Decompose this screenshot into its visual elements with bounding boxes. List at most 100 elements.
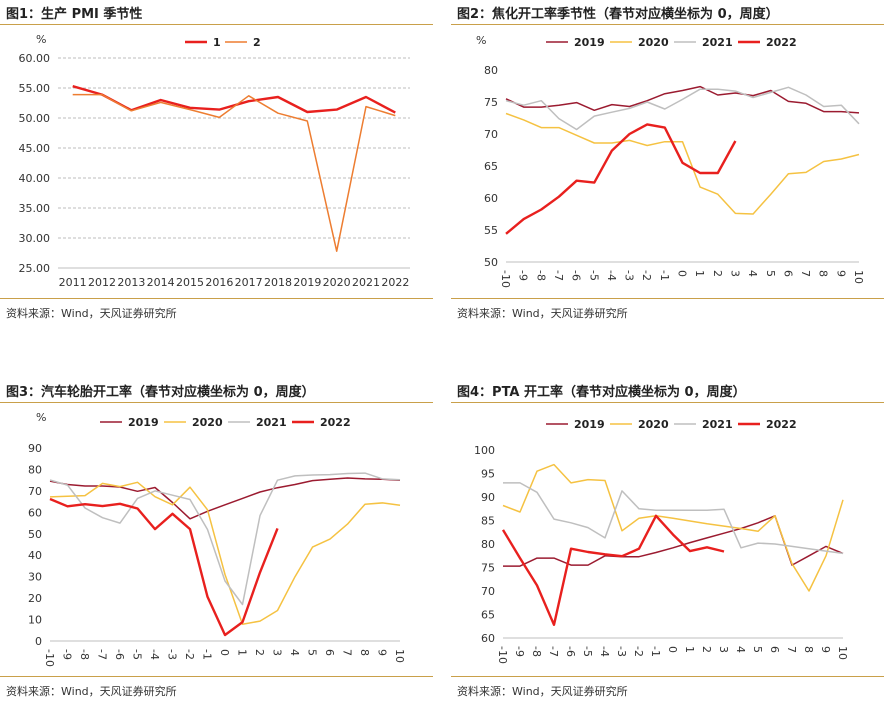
x-tick-label: 2022 xyxy=(381,276,409,289)
legend-label-2022: 2022 xyxy=(766,36,797,49)
y-tick-label: 10 xyxy=(28,614,42,627)
source-rule xyxy=(0,298,433,299)
y-tick-label: 70 xyxy=(481,585,495,598)
y-tick-label: 40.00 xyxy=(19,172,51,185)
x-tick-label: 8 xyxy=(802,646,815,653)
x-tick-label: -4 xyxy=(598,646,611,657)
x-tick-label: -2 xyxy=(632,646,645,657)
x-tick-label: -6 xyxy=(564,646,577,657)
y-tick-label: 30 xyxy=(28,571,42,584)
pmi-seasonality-chart: % 25.00 30.00 35.00 40.00 45.00 50.00 55.00 60.0… xyxy=(19,33,410,289)
x-tick-label: 9 xyxy=(834,270,847,277)
x-tick-label: -2 xyxy=(183,649,196,660)
x-tick-label: 5 xyxy=(764,270,777,277)
y-axis-unit-label: % xyxy=(36,33,46,46)
x-tick-label: 2019 xyxy=(293,276,321,289)
x-tick-label: 8 xyxy=(358,649,371,656)
x-tick-label: 1 xyxy=(693,270,706,277)
y-tick-label: 55.00 xyxy=(19,82,51,95)
y-tick-label: 80 xyxy=(28,463,42,476)
x-tick-label: 3 xyxy=(717,646,730,653)
y-tick-label: 100 xyxy=(474,444,495,457)
chart-panel-2: 图2：焦化开工率季节性（春节对应横坐标为 0，周度） % 50 55 60 65 70 75… xyxy=(451,0,884,345)
y-tick-label: 40 xyxy=(28,549,42,562)
title-rule xyxy=(451,24,884,25)
x-tick-label: 4 xyxy=(746,270,759,277)
y-tick-label: 70 xyxy=(28,485,42,498)
x-tick-label: 0 xyxy=(218,649,231,656)
x-tick-label: 10 xyxy=(393,649,406,663)
legend-label-2019: 2019 xyxy=(574,418,605,431)
y-tick-label: 75 xyxy=(484,96,498,109)
x-tick-label: 6 xyxy=(781,270,794,277)
x-tick-label: -3 xyxy=(166,649,179,660)
y-axis-unit-label: % xyxy=(476,34,486,47)
x-tick-label: -7 xyxy=(96,649,109,660)
x-tick-label: 9 xyxy=(376,649,389,656)
legend-label-2020: 2020 xyxy=(192,416,223,429)
y-tick-label: 25.00 xyxy=(19,262,51,275)
x-tick-label: -1 xyxy=(658,270,671,281)
x-tick-label: 2013 xyxy=(117,276,145,289)
y-tick-label: 20 xyxy=(28,592,42,605)
legend-label-2020: 2020 xyxy=(638,418,669,431)
series-line-2019 xyxy=(49,477,401,520)
series-line-2022 xyxy=(505,123,737,235)
legend-label-1: 1 xyxy=(213,36,221,49)
x-tick-label: -5 xyxy=(587,270,600,281)
series-line-2022 xyxy=(49,497,279,637)
chart-title: 图3：汽车轮胎开工率（春节对应横坐标为 0，周度） xyxy=(6,385,315,400)
series-line-2021 xyxy=(49,472,401,606)
chart-title: 图4：PTA 开工率（春节对应横坐标为 0，周度） xyxy=(457,385,746,400)
x-tick-label: -4 xyxy=(605,270,618,281)
x-tick-label: 6 xyxy=(768,646,781,653)
x-tick-label: 10 xyxy=(836,646,849,660)
legend-label-2021: 2021 xyxy=(702,418,733,431)
x-tick-label: -8 xyxy=(530,646,543,657)
x-tick-label: 7 xyxy=(341,649,354,656)
x-tick-label: 2 xyxy=(253,649,266,656)
x-tick-label: 3 xyxy=(271,649,284,656)
source-note: 资料来源：Wind，天风证券研究所 xyxy=(457,685,628,698)
y-tick-label: 65 xyxy=(481,609,495,622)
x-tick-label: 2014 xyxy=(147,276,175,289)
y-tick-label: 55 xyxy=(484,224,498,237)
x-tick-label: -9 xyxy=(513,646,526,657)
x-tick-label: 7 xyxy=(785,646,798,653)
y-tick-label: 60.00 xyxy=(19,52,51,65)
y-tick-label: 30.00 xyxy=(19,232,51,245)
legend-label-2022: 2022 xyxy=(766,418,797,431)
series-line-2021 xyxy=(503,482,844,555)
series-line-2019 xyxy=(503,515,844,567)
y-tick-label: 50.00 xyxy=(19,112,51,125)
source-note: 资料来源：Wind，天风证券研究所 xyxy=(6,685,177,698)
x-tick-label: 2016 xyxy=(205,276,233,289)
x-tick-label: 2015 xyxy=(176,276,204,289)
x-tick-label: -3 xyxy=(615,646,628,657)
legend-label-2022: 2022 xyxy=(320,416,351,429)
chart-panel-4: 图4：PTA 开工率（春节对应横坐标为 0，周度） 60 65 70 75 80 85 90… xyxy=(451,378,884,723)
x-tick-label: -9 xyxy=(517,270,530,281)
x-tick-label: 2021 xyxy=(352,276,380,289)
x-tick-label: 2 xyxy=(700,646,713,653)
x-tick-label: 9 xyxy=(819,646,832,653)
x-tick-label: -7 xyxy=(547,646,560,657)
series-line-2020 xyxy=(505,112,860,215)
chart-panel-3: 图3：汽车轮胎开工率（春节对应横坐标为 0，周度） % 0 10 20 30 40 50 60… xyxy=(0,378,433,723)
source-rule xyxy=(451,298,884,299)
x-tick-label: 2011 xyxy=(59,276,87,289)
y-tick-label: 90 xyxy=(28,442,42,455)
y-tick-label: 85 xyxy=(481,515,495,528)
source-note: 资料来源：Wind，天风证券研究所 xyxy=(6,307,177,320)
y-tick-label: 75 xyxy=(481,562,495,575)
x-tick-label: -8 xyxy=(534,270,547,281)
legend-label-2: 2 xyxy=(253,36,261,49)
series-line-2021 xyxy=(505,86,860,131)
source-note: 资料来源：Wind，天风证券研究所 xyxy=(457,307,628,320)
x-tick-label: -10 xyxy=(499,270,512,288)
series-line-1 xyxy=(72,85,396,114)
y-tick-label: 80 xyxy=(484,64,498,77)
x-tick-label: 2020 xyxy=(323,276,351,289)
source-rule xyxy=(451,676,884,677)
x-tick-label: 4 xyxy=(288,649,301,656)
